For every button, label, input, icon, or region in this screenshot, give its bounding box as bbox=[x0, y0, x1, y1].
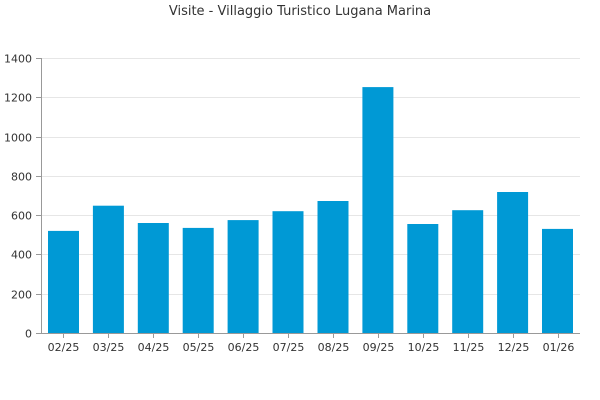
bar-07-25 bbox=[272, 211, 304, 333]
y-tick-label: 1400 bbox=[4, 53, 32, 66]
y-tick-label: 800 bbox=[11, 171, 32, 184]
x-tick-label: 11/25 bbox=[453, 341, 485, 354]
y-tick-label: 0 bbox=[25, 328, 32, 341]
bar-03-25 bbox=[92, 205, 124, 333]
x-tick-label: 08/25 bbox=[318, 341, 350, 354]
bar-04-25 bbox=[137, 223, 169, 333]
x-tick-label: 01/26 bbox=[543, 341, 575, 354]
bar-10-25 bbox=[407, 224, 439, 333]
x-tick-label: 05/25 bbox=[183, 341, 215, 354]
y-tick-label: 400 bbox=[11, 249, 32, 262]
bars bbox=[48, 87, 573, 333]
axes bbox=[36, 58, 580, 338]
y-tick-label: 1000 bbox=[4, 132, 32, 145]
y-tick-label: 200 bbox=[11, 289, 32, 302]
bar-06-25 bbox=[227, 220, 259, 333]
bar-09-25 bbox=[362, 87, 394, 333]
x-tick-label: 06/25 bbox=[228, 341, 260, 354]
bar-02-25 bbox=[48, 230, 79, 333]
grid-lines bbox=[41, 58, 580, 295]
bar-12-25 bbox=[497, 192, 529, 333]
y-tick-label: 1200 bbox=[4, 92, 32, 105]
y-tick-label: 600 bbox=[11, 210, 32, 223]
tick-labels: 0 200 400 600 800 1000 1200 1400 02/25 03/25 04/25… bbox=[4, 53, 574, 355]
bar-01-26 bbox=[542, 228, 573, 333]
x-tick-label: 12/25 bbox=[498, 341, 530, 354]
x-tick-label: 09/25 bbox=[363, 341, 395, 354]
x-tick-label: 10/25 bbox=[408, 341, 440, 354]
x-tick-label: 02/25 bbox=[48, 341, 80, 354]
bar-08-25 bbox=[317, 201, 349, 333]
x-tick-label: 04/25 bbox=[138, 341, 170, 354]
bar-05-25 bbox=[182, 227, 214, 333]
x-tick-label: 07/25 bbox=[273, 341, 305, 354]
bar-11-25 bbox=[452, 210, 484, 333]
x-tick-label: 03/25 bbox=[93, 341, 125, 354]
chart-title: Visite - Villaggio Turistico Lugana Mari… bbox=[168, 4, 432, 19]
